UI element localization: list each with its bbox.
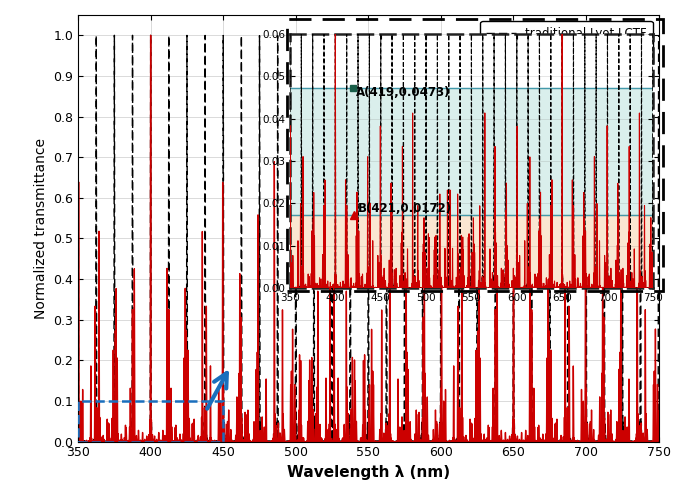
IA optimized LCTF [219,231,227,237]
traditional Lyot LCTF [219,418,227,424]
Legend: traditional Lyot LCTF, IA optimized LCTF: traditional Lyot LCTF, IA optimized LCTF [480,21,653,64]
Bar [290,88,653,215]
IA optimized LCTF [655,436,663,442]
traditional Lyot LCTF [425,438,433,444]
IA optimized LCTF [147,32,155,38]
traditional Lyot LCTF [655,32,663,38]
IA optimized LCTF [490,439,498,445]
Line: IA optimized LCTF: IA optimized LCTF [78,35,659,442]
traditional Lyot LCTF [490,436,498,442]
traditional Lyot LCTF [348,437,356,443]
traditional Lyot LCTF [617,433,625,439]
traditional Lyot LCTF [346,439,354,445]
Line: traditional Lyot LCTF: traditional Lyot LCTF [78,35,659,442]
Y-axis label: Normalized transmittance: Normalized transmittance [34,138,48,319]
IA optimized LCTF [617,323,625,329]
traditional Lyot LCTF [74,32,82,38]
IA optimized LCTF [425,439,433,445]
IA optimized LCTF [447,439,455,445]
Text: B(421,0.0172): B(421,0.0172) [358,202,452,215]
IA optimized LCTF [348,425,356,431]
IA optimized LCTF [74,422,82,428]
Bar [78,401,223,442]
IA optimized LCTF [537,439,545,445]
Text: A(419,0.0473): A(419,0.0473) [356,85,451,98]
X-axis label: Wavelength λ (nm): Wavelength λ (nm) [287,465,450,480]
traditional Lyot LCTF [447,438,455,444]
Bar [290,215,653,288]
